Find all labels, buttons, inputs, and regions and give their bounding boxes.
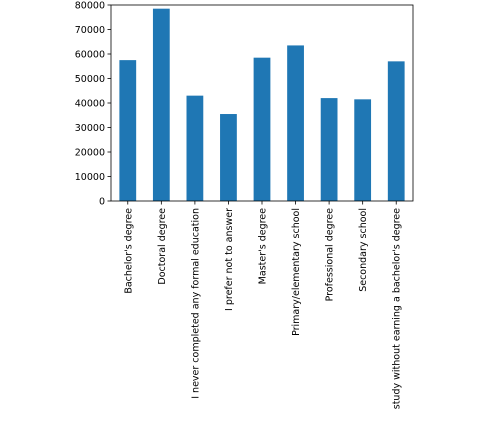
x-tick-label: Secondary school: [358, 208, 369, 292]
y-tick-label: 80000: [75, 1, 105, 12]
x-tick-label: Master's degree: [258, 208, 269, 284]
x-tick-label: I never completed any formal education: [190, 208, 201, 399]
y-tick-label: 60000: [75, 50, 105, 61]
x-tick-label: study without earning a bachelor's degre…: [392, 208, 403, 409]
y-axis: 0 10000 20000 30000 40000 50000 60000 70000 8000…: [75, 1, 111, 208]
bar-1: [119, 60, 137, 201]
bar-2: [152, 8, 170, 201]
y-tick-label: 70000: [75, 25, 105, 36]
y-tick-label: 40000: [75, 99, 105, 110]
y-tick-label: 20000: [75, 148, 105, 159]
bar-9: [387, 61, 405, 201]
x-tick-label: Bachelor's degree: [123, 208, 134, 294]
x-tick-label: I prefer not to answer: [224, 208, 235, 311]
x-tick-label: Professional degree: [325, 208, 336, 302]
bar-7: [320, 98, 338, 201]
plot-frame: [110, 4, 414, 202]
bar-3: [186, 95, 204, 201]
x-tick-label: Doctoral degree: [157, 208, 168, 285]
bar-8: [354, 99, 372, 201]
bar-6: [287, 45, 304, 201]
x-axis: Bachelor's degree Doctoral degree I never …: [123, 201, 403, 409]
bar-5: [253, 57, 271, 201]
y-tick-label: 50000: [75, 74, 105, 85]
bar-4: [220, 114, 237, 201]
y-tick-label: 10000: [75, 172, 105, 183]
bars-group: [119, 8, 405, 201]
y-tick-label: 0: [99, 197, 105, 208]
x-tick-label: Primary/elementary school: [291, 208, 302, 336]
y-tick-label: 30000: [75, 123, 105, 134]
